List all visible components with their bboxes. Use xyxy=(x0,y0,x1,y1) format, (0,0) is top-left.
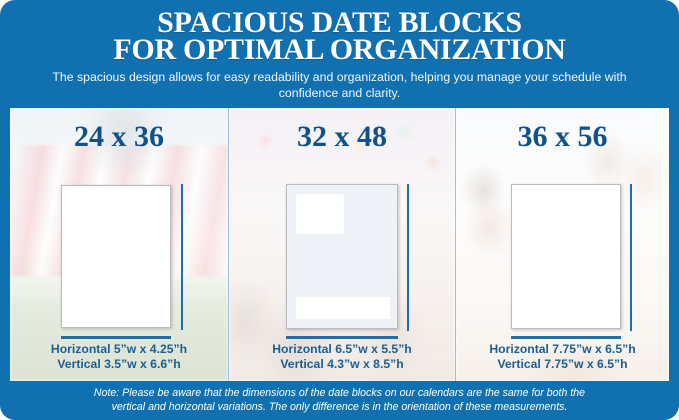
footer-note: Note: Please be aware that the dimension… xyxy=(0,381,679,420)
horizontal-measure-rule xyxy=(511,336,621,339)
date-block-cell-top xyxy=(296,194,344,234)
vertical-measure-rule xyxy=(630,184,632,331)
panel-size-label: 36 x 56 xyxy=(517,120,608,153)
vertical-measure-rule xyxy=(407,184,409,331)
size-panel-32x48: 32 x 48 Horizontal 6.5”w x 5.5”h Vertica… xyxy=(229,108,456,381)
size-panel-24x36: 24 x 36 Horizontal 5”w x 4.25”h Vertical… xyxy=(10,108,229,381)
panel-dimensions: Horizontal 7.75”w x 6.5”h Vertical 7.75”… xyxy=(456,342,669,372)
vertical-dimension: Vertical 4.3”w x 8.5”h xyxy=(280,357,404,371)
horizontal-dimension: Horizontal 6.5”w x 5.5”h xyxy=(272,342,412,356)
vertical-dimension: Vertical 3.5”w x 6.6”h xyxy=(57,357,181,371)
panel-dimensions: Horizontal 6.5”w x 5.5”h Vertical 4.3”w … xyxy=(229,342,455,372)
horizontal-measure-rule xyxy=(61,336,171,339)
page-subtitle: The spacious design allows for easy read… xyxy=(0,63,679,101)
size-panel-strip: 24 x 36 Horizontal 5”w x 4.25”h Vertical… xyxy=(10,108,669,381)
footer-note-line-2: vertical and horizontal variations. The … xyxy=(111,401,568,413)
footer-note-line-1: Note: Please be aware that the dimension… xyxy=(93,387,586,399)
page-subtitle-line-1: The spacious design allows for easy read… xyxy=(52,70,602,84)
panel-dimensions: Horizontal 5”w x 4.25”h Vertical 3.5”w x… xyxy=(10,342,228,372)
card-header: SPACIOUS DATE BLOCKS FOR OPTIMAL ORGANIZ… xyxy=(0,0,679,108)
page-title: SPACIOUS DATE BLOCKS FOR OPTIMAL ORGANIZ… xyxy=(0,0,679,66)
panel-size-label: 24 x 36 xyxy=(74,120,164,153)
horizontal-measure-rule xyxy=(286,336,398,339)
horizontal-dimension: Horizontal 5”w x 4.25”h xyxy=(50,342,188,356)
page-title-line-1: SPACIOUS DATE BLOCKS xyxy=(157,6,522,39)
size-panel-36x56: 36 x 56 Horizontal 7.75”w x 6.5”h Vertic… xyxy=(456,108,669,381)
date-block-preview xyxy=(511,184,621,329)
page-title-line-2: FOR OPTIMAL ORGANIZATION xyxy=(113,33,566,66)
page-subtitle-line-2: with confidence and clarity. xyxy=(278,70,627,100)
vertical-measure-rule xyxy=(181,184,183,330)
vertical-dimension: Vertical 7.75”w x 6.5”h xyxy=(497,357,628,371)
date-block-cell-bottom xyxy=(296,297,390,319)
panel-size-label: 32 x 48 xyxy=(297,120,387,153)
horizontal-dimension: Horizontal 7.75”w x 6.5”h xyxy=(489,342,636,356)
date-block-preview xyxy=(286,184,398,329)
date-block-preview xyxy=(61,185,171,328)
